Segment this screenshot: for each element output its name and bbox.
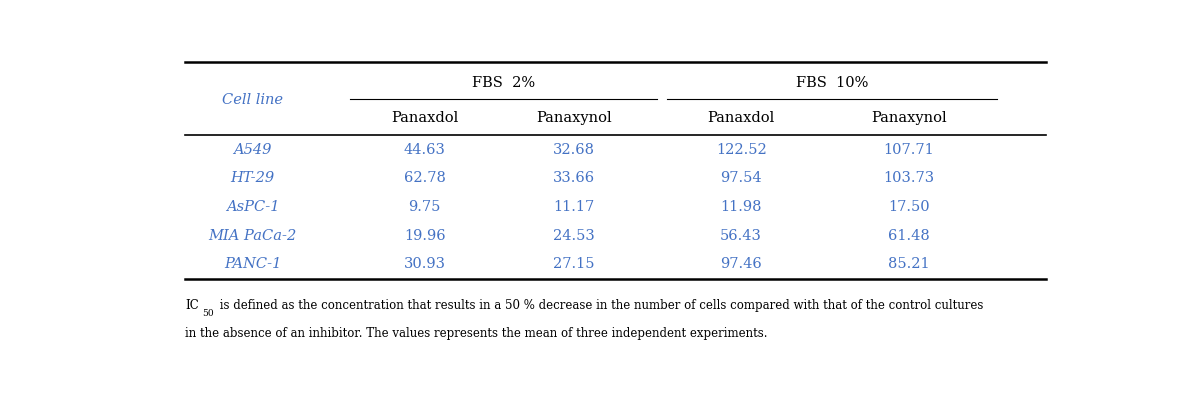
Text: is defined as the concentration that results in a 50 % decrease in the number of: is defined as the concentration that res… (216, 299, 984, 312)
Text: 44.63: 44.63 (404, 143, 446, 157)
Text: MIA PaCa-2: MIA PaCa-2 (209, 229, 297, 242)
Text: Panaxynol: Panaxynol (871, 111, 946, 125)
Text: 107.71: 107.71 (883, 143, 934, 157)
Text: 122.52: 122.52 (716, 143, 766, 157)
Text: HT-29: HT-29 (231, 171, 275, 185)
Text: 103.73: 103.73 (883, 171, 934, 185)
Text: FBS  2%: FBS 2% (472, 76, 536, 90)
Text: 19.96: 19.96 (404, 229, 446, 242)
Text: 61.48: 61.48 (888, 229, 930, 242)
Text: 62.78: 62.78 (404, 171, 446, 185)
Text: in the absence of an inhibitor. The values represents the mean of three independ: in the absence of an inhibitor. The valu… (185, 328, 767, 340)
Text: 50: 50 (202, 309, 214, 318)
Text: 33.66: 33.66 (552, 171, 594, 185)
Text: 11.98: 11.98 (721, 200, 761, 214)
Text: 27.15: 27.15 (552, 257, 594, 271)
Text: IC: IC (185, 299, 199, 312)
Text: 97.54: 97.54 (721, 171, 761, 185)
Text: FBS  10%: FBS 10% (796, 76, 868, 90)
Text: Panaxynol: Panaxynol (536, 111, 611, 125)
Text: 32.68: 32.68 (552, 143, 594, 157)
Text: AsPC-1: AsPC-1 (226, 200, 280, 214)
Text: A549: A549 (233, 143, 271, 157)
Text: Panaxdol: Panaxdol (392, 111, 459, 125)
Text: PANC-1: PANC-1 (223, 257, 281, 271)
Text: 85.21: 85.21 (888, 257, 930, 271)
Text: 17.50: 17.50 (888, 200, 930, 214)
Text: Cell line: Cell line (222, 93, 283, 107)
Text: 24.53: 24.53 (552, 229, 594, 242)
Text: Panaxdol: Panaxdol (707, 111, 775, 125)
Text: 9.75: 9.75 (408, 200, 441, 214)
Text: 56.43: 56.43 (721, 229, 763, 242)
Text: 30.93: 30.93 (404, 257, 446, 271)
Text: 97.46: 97.46 (721, 257, 763, 271)
Text: 11.17: 11.17 (552, 200, 594, 214)
